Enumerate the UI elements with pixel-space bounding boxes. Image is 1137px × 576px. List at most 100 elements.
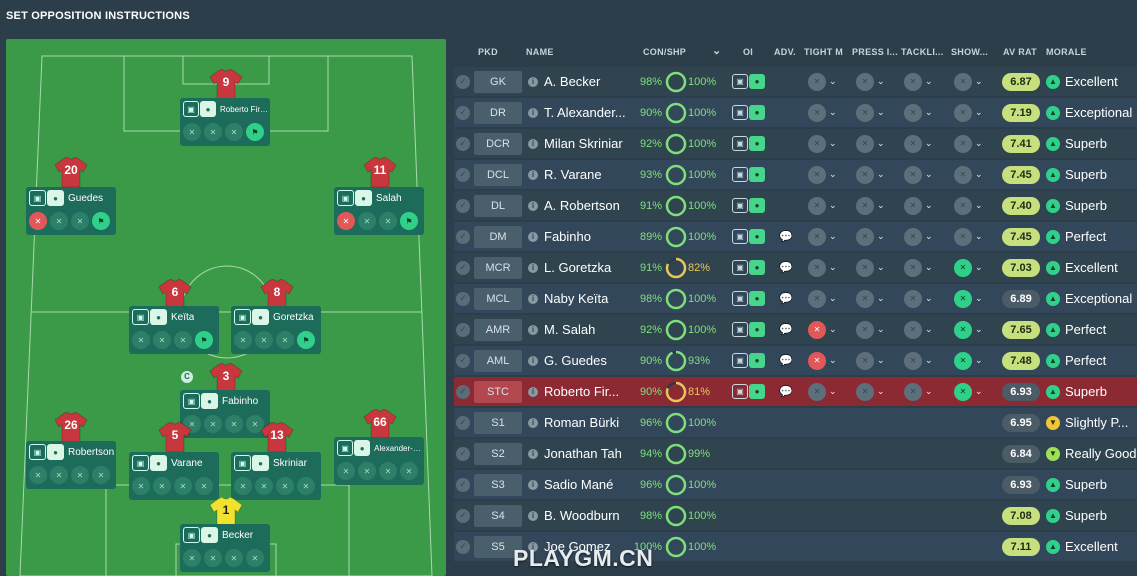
- pressing-select[interactable]: ✕ ⌄: [856, 346, 886, 375]
- opposition-instructions-toggle[interactable]: ▣ ●: [732, 98, 768, 127]
- show-onto-foot-select[interactable]: ✕ ⌄: [954, 191, 984, 220]
- player-name-link[interactable]: A. Becker: [544, 74, 601, 89]
- player-name-link[interactable]: G. Guedes: [544, 353, 607, 368]
- row-checkbox[interactable]: ✓: [456, 222, 472, 251]
- pressing-select[interactable]: ✕ ⌄: [856, 377, 886, 406]
- instruction-icon[interactable]: ✕: [358, 212, 376, 230]
- tight-marking-select[interactable]: ✕ ⌄: [808, 222, 838, 251]
- table-row[interactable]: ✓ STC i Roberto Fir... 90% 81% ▣ ● 💬 ✕ ⌄ ✕ ⌄ ✕ ⌄ ✕ ⌄ 6.93…: [454, 377, 1137, 406]
- player-name-link[interactable]: Fabinho: [544, 229, 591, 244]
- pressing-select[interactable]: ✕ ⌄: [856, 67, 886, 96]
- player-name-link[interactable]: L. Goretzka: [544, 260, 612, 275]
- row-checkbox[interactable]: ✓: [456, 253, 472, 282]
- instruction-icon[interactable]: ✕: [225, 123, 243, 141]
- col-tight-marking[interactable]: TIGHT M: [804, 47, 844, 57]
- row-checkbox[interactable]: ✓: [456, 408, 472, 437]
- player-card[interactable]: ▣ ● Becker ✕ ✕ ✕ ✕: [180, 524, 270, 572]
- player-instruction-icon[interactable]: ●: [355, 190, 372, 206]
- instruction-icon[interactable]: ✕: [246, 549, 264, 567]
- col-tackling[interactable]: TACKLI...: [901, 47, 944, 57]
- player-card[interactable]: ▣ ● Robertson ✕ ✕ ✕ ✕: [26, 441, 116, 489]
- instruction-icon[interactable]: ✕: [400, 462, 418, 480]
- player-name-link[interactable]: Roberto Fir...: [544, 384, 620, 399]
- table-row[interactable]: ✓ MCR i L. Goretzka 91% 82% ▣ ● 💬 ✕ ⌄ ✕ ⌄ ✕ ⌄ ✕ ⌄ 7.03 ▲ Ex…: [454, 253, 1137, 282]
- show-onto-foot-select[interactable]: ✕ ⌄: [954, 222, 984, 251]
- instruction-toggle-icon[interactable]: ▣: [132, 309, 149, 325]
- player-instruction-icon[interactable]: ●: [47, 190, 64, 206]
- instruction-icon[interactable]: ✕: [225, 415, 243, 433]
- chevron-down-icon[interactable]: ⌄: [712, 45, 722, 57]
- tackling-select[interactable]: ✕ ⌄: [904, 67, 934, 96]
- instruction-icon[interactable]: ✕: [379, 212, 397, 230]
- instruction-toggle-icon[interactable]: ▣: [234, 455, 251, 471]
- speech-bubble-icon[interactable]: 💬: [779, 231, 793, 243]
- tight-marking-select[interactable]: ✕ ⌄: [808, 129, 838, 158]
- player-instruction-icon[interactable]: ●: [150, 309, 167, 325]
- player-card[interactable]: ▣ ● Varane ✕ ✕ ✕ ✕: [129, 452, 219, 500]
- tackling-select[interactable]: ✕ ⌄: [904, 284, 934, 313]
- info-icon[interactable]: i: [528, 160, 540, 189]
- instruction-icon[interactable]: ✕: [50, 466, 68, 484]
- row-checkbox[interactable]: ✓: [456, 160, 472, 189]
- info-icon[interactable]: i: [528, 346, 540, 375]
- table-row[interactable]: ✓ S2 i Jonathan Tah 94% 99% 6.84 ▼ Really Good: [454, 439, 1137, 468]
- instruction-icon[interactable]: ✕: [337, 462, 355, 480]
- info-icon[interactable]: i: [528, 408, 540, 437]
- tackling-select[interactable]: ✕ ⌄: [904, 346, 934, 375]
- instruction-toggle-icon[interactable]: ▣: [183, 527, 200, 543]
- opposition-instructions-toggle[interactable]: ▣ ●: [732, 129, 768, 158]
- row-checkbox[interactable]: ✓: [456, 67, 472, 96]
- opposition-instructions-toggle[interactable]: ▣ ●: [732, 160, 768, 189]
- info-icon[interactable]: i: [528, 470, 540, 499]
- table-row[interactable]: ✓ DL i A. Robertson 91% 100% ▣ ● ✕ ⌄ ✕ ⌄ ✕ ⌄ ✕ ⌄ 7.40 ▲ Su…: [454, 191, 1137, 220]
- col-morale[interactable]: MORALE: [1046, 47, 1087, 57]
- instruction-icon[interactable]: ✕: [204, 415, 222, 433]
- info-icon[interactable]: i: [528, 501, 540, 530]
- player-name-link[interactable]: M. Salah: [544, 322, 596, 337]
- player-instruction-icon[interactable]: ●: [354, 440, 371, 456]
- row-checkbox[interactable]: ✓: [456, 284, 472, 313]
- row-checkbox[interactable]: ✓: [456, 98, 472, 127]
- info-icon[interactable]: i: [528, 439, 540, 468]
- player-instruction-icon[interactable]: ●: [252, 309, 269, 325]
- table-row[interactable]: ✓ DR i T. Alexander... 90% 100% ▣ ● ✕ ⌄ ✕ ⌄ ✕ ⌄ ✕ ⌄ 7.19…: [454, 98, 1137, 127]
- table-row[interactable]: ✓ AML i G. Guedes 90% 93% ▣ ● 💬 ✕ ⌄ ✕ ⌄ ✕ ⌄ ✕ ⌄ 7.48 ▲ Perf…: [454, 346, 1137, 375]
- tight-marking-select[interactable]: ✕ ⌄: [808, 315, 838, 344]
- show-onto-foot-select[interactable]: ✕ ⌄: [954, 67, 984, 96]
- info-icon[interactable]: i: [528, 532, 540, 561]
- pressing-select[interactable]: ✕ ⌄: [856, 253, 886, 282]
- show-onto-foot-select[interactable]: ✕ ⌄: [954, 98, 984, 127]
- show-onto-foot-select[interactable]: ✕ ⌄: [954, 377, 984, 406]
- info-icon[interactable]: i: [528, 98, 540, 127]
- instruction-icon[interactable]: ⚑: [400, 212, 418, 230]
- show-onto-foot-select[interactable]: ✕ ⌄: [954, 315, 984, 344]
- table-row[interactable]: ✓ MCL i Naby Keïta 98% 100% ▣ ● 💬 ✕ ⌄ ✕ ⌄ ✕ ⌄ ✕ ⌄ 6.89 ▲ Ex…: [454, 284, 1137, 313]
- instruction-icon[interactable]: ✕: [174, 331, 192, 349]
- row-checkbox[interactable]: ✓: [456, 315, 472, 344]
- instruction-icon[interactable]: ✕: [183, 123, 201, 141]
- pressing-select[interactable]: ✕ ⌄: [856, 129, 886, 158]
- pressing-select[interactable]: ✕ ⌄: [856, 160, 886, 189]
- show-onto-foot-select[interactable]: ✕ ⌄: [954, 160, 984, 189]
- tackling-select[interactable]: ✕ ⌄: [904, 222, 934, 251]
- instruction-toggle-icon[interactable]: ▣: [132, 455, 149, 471]
- player-instruction-icon[interactable]: ●: [201, 527, 218, 543]
- pressing-select[interactable]: ✕ ⌄: [856, 222, 886, 251]
- col-adv[interactable]: ADV.: [774, 47, 796, 57]
- instruction-icon[interactable]: ✕: [276, 477, 294, 495]
- info-icon[interactable]: i: [528, 315, 540, 344]
- col-oi[interactable]: OI: [743, 47, 754, 57]
- instruction-icon[interactable]: ✕: [132, 477, 150, 495]
- col-show-foot[interactable]: SHOW...: [951, 47, 989, 57]
- player-card[interactable]: ▣ ● Roberto Firmi... ✕ ✕ ✕ ⚑: [180, 98, 270, 146]
- tight-marking-select[interactable]: ✕ ⌄: [808, 346, 838, 375]
- player-instruction-icon[interactable]: ●: [200, 101, 216, 117]
- instruction-icon[interactable]: ✕: [132, 331, 150, 349]
- table-row[interactable]: ✓ GK i A. Becker 98% 100% ▣ ● ✕ ⌄ ✕ ⌄ ✕ ⌄ ✕ ⌄ 6.87 ▲ Excel…: [454, 67, 1137, 96]
- col-name[interactable]: NAME: [526, 47, 554, 57]
- table-row[interactable]: ✓ S1 i Roman Bürki 96% 100% 6.95 ▼ Slightly P...: [454, 408, 1137, 437]
- info-icon[interactable]: i: [528, 191, 540, 220]
- speech-bubble-icon[interactable]: 💬: [779, 386, 793, 398]
- player-card[interactable]: ▣ ● Guedes ✕ ✕ ✕ ⚑: [26, 187, 116, 235]
- instruction-icon[interactable]: ✕: [183, 549, 201, 567]
